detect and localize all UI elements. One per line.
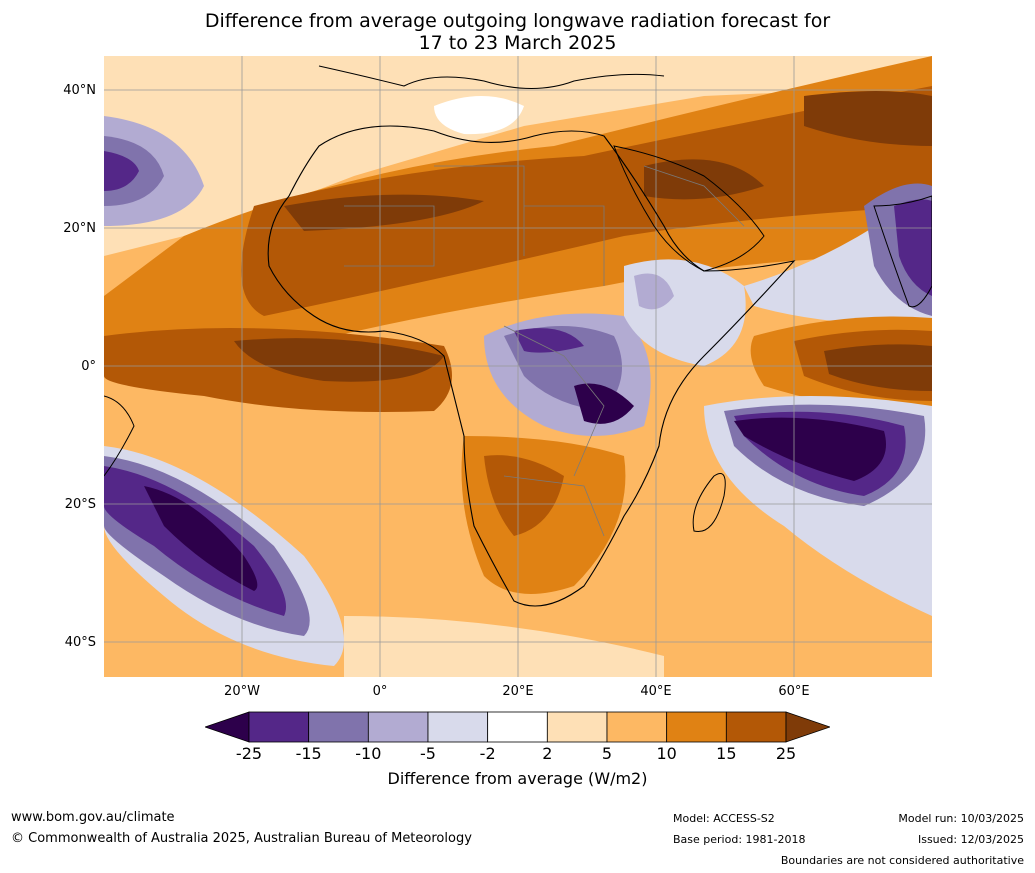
southern-ocean-light: [344, 616, 664, 677]
footer-website[interactable]: www.bom.gov.au/climate: [11, 810, 175, 825]
colorbar-tick-label: 10: [656, 744, 677, 763]
lat-label-20s: 20°S: [64, 497, 96, 512]
arabia-coastline: [613, 145, 765, 272]
lat-label-40s: 40°S: [64, 635, 96, 650]
south-america-coastline: [104, 395, 135, 477]
colorbar-label: Difference from average (W/m2): [387, 769, 648, 788]
colorbar-cell: [308, 711, 369, 743]
colorbar-tick-label: 15: [716, 744, 737, 763]
tanzania-purple-core: [574, 383, 634, 424]
north-light-region: [104, 56, 932, 256]
country-boundaries: [344, 165, 745, 537]
colorbar-cell: [367, 711, 429, 743]
map-canvas: [104, 56, 932, 677]
arabia-max-core: [644, 159, 764, 200]
lat-label-40n: 40°N: [63, 83, 96, 98]
olr-anomaly-map: [104, 56, 932, 677]
colorbar-cell: [487, 711, 548, 743]
title-line-2: 17 to 23 March 2025: [418, 32, 617, 54]
lon-label-20e: 20°E: [502, 684, 534, 699]
colorbar-tick-label: -25: [235, 744, 263, 763]
chart-title: Difference from average outgoing longwav…: [0, 10, 1035, 54]
africa-coastline: [267, 125, 796, 607]
colorbar-arrow-low: [205, 711, 250, 743]
madagascar-coastline: [692, 473, 726, 533]
colorbar-arrow-high: [785, 711, 830, 743]
sahel-dark-orange: [241, 86, 932, 316]
footer-copyright: © Commonwealth of Australia 2025, Austra…: [11, 831, 472, 846]
colorbar-tick-label: -5: [420, 744, 436, 763]
colorbar-tick-label: 25: [775, 744, 797, 763]
indian-ocean-max-core: [824, 344, 932, 391]
southern-africa-dark-orange: [484, 455, 564, 536]
colorbar: [205, 711, 830, 743]
congo-purple-core: [514, 328, 584, 353]
lon-label-0: 0°: [372, 684, 388, 699]
boundary-segment: [503, 475, 605, 537]
mediterranean-neutral-region: [434, 96, 524, 135]
colorbar-cell: [725, 711, 787, 743]
footer-model: Model: ACCESS-S2: [673, 812, 775, 825]
boundary-segment: [643, 165, 745, 227]
colorbar-tick-label: 5: [601, 744, 613, 763]
colorbar-cell: [546, 711, 608, 743]
boundary-segment: [524, 205, 605, 286]
colorbar-cell: [606, 711, 668, 743]
footer-base-period: Base period: 1981-2018: [673, 833, 806, 846]
lon-label-60e: 60°E: [778, 684, 810, 699]
colorbar-tick-label: -10: [355, 744, 382, 763]
sahara-max-core: [284, 194, 484, 231]
lat-label-20n: 20°N: [63, 221, 96, 236]
south-atlantic-core: [144, 486, 258, 591]
footer-model-run: Model run: 10/03/2025: [898, 812, 1024, 825]
colorbar-cell: [666, 711, 727, 743]
boundary-segment: [434, 165, 525, 256]
footer-issued: Issued: 12/03/2025: [917, 833, 1024, 846]
title-line-1: Difference from average outgoing longwav…: [204, 10, 831, 32]
graticule: [104, 56, 932, 677]
india-coastline: [873, 195, 932, 308]
colorbar-tick-label: 2: [542, 744, 553, 763]
footer-boundaries-note: Boundaries are not considered authoritat…: [780, 854, 1024, 867]
colorbar-cell: [427, 711, 489, 743]
iran-max-core: [804, 91, 932, 146]
nw-purple-core: [104, 151, 139, 191]
lon-label-20w: 20°W: [224, 684, 260, 699]
colorbar-tick-label: -15: [295, 744, 322, 763]
boundary-segment: [344, 205, 435, 267]
boundary-segment: [503, 325, 605, 477]
india-purple-core: [894, 199, 932, 296]
colorbar-cell: [248, 711, 310, 743]
ethiopia-purple: [634, 273, 674, 310]
lon-label-40e: 40°E: [640, 684, 672, 699]
equatorial-atlantic-core: [234, 338, 444, 382]
lat-label-0: 0°: [81, 359, 96, 374]
sw-indian-ocean-core: [734, 417, 886, 481]
colorbar-tick-label: -2: [479, 744, 496, 763]
europe-coastline: [318, 65, 665, 89]
